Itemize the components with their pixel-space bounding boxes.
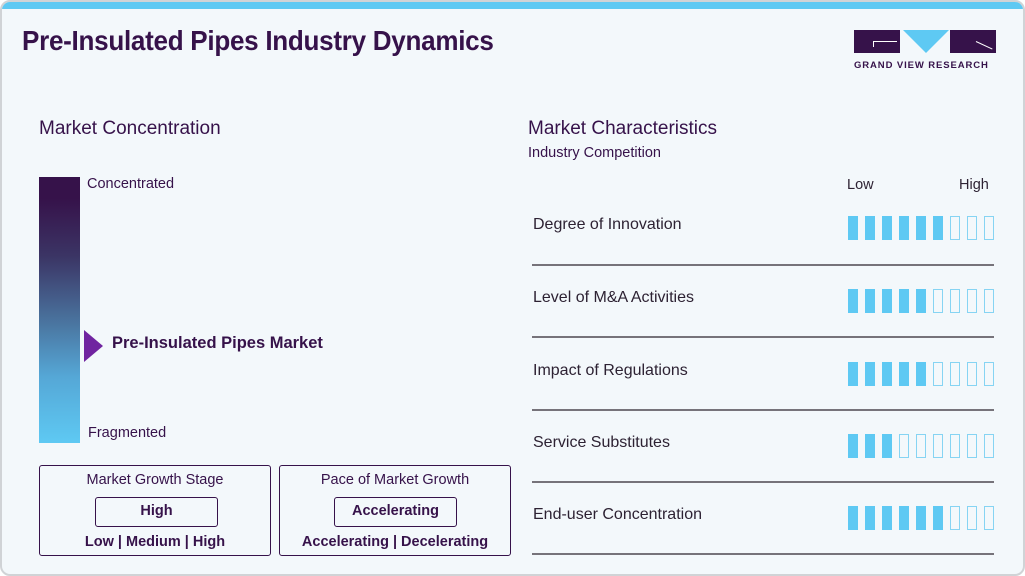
level-bar-empty-icon [950,506,960,530]
characteristic-row: End-user Concentration [532,506,994,574]
level-bar-filled-icon [882,289,892,313]
characteristic-row: Service Substitutes [532,434,994,507]
market-position-marker-icon [84,330,103,362]
row-divider [532,481,994,483]
characteristic-row: Degree of Innovation [532,216,994,289]
concentrated-label: Concentrated [87,176,175,192]
level-bar-filled-icon [916,289,926,313]
market-position-label: Pre-Insulated Pipes Market [112,334,323,352]
scale-low-label: Low [847,177,874,193]
level-meter [848,289,994,313]
level-bar-empty-icon [967,289,977,313]
logo-v-triangle-icon [903,30,949,53]
growth-pace-options: Accelerating | Decelerating [301,534,489,550]
level-bar-empty-icon [916,434,926,458]
level-bar-filled-icon [882,434,892,458]
logo-r-block-icon [950,30,996,53]
logo-text: GRAND VIEW RESEARCH [854,60,989,71]
level-bar-empty-icon [950,289,960,313]
level-bar-filled-icon [865,362,875,386]
growth-stage-value: High [95,497,218,527]
level-meter [848,216,994,240]
fragmented-label: Fragmented [88,425,167,441]
level-bar-empty-icon [984,434,994,458]
market-concentration-title: Market Concentration [39,118,221,139]
level-bar-empty-icon [933,434,943,458]
growth-stage-title: Market Growth Stage [86,472,224,488]
characteristic-row: Impact of Regulations [532,362,994,435]
level-bar-filled-icon [865,289,875,313]
characteristic-label: Impact of Regulations [533,362,688,379]
concentration-gradient-scale [39,177,80,443]
accent-top-bar [2,2,1023,9]
level-bar-filled-icon [865,434,875,458]
logo-g-block-icon [854,30,900,53]
level-bar-empty-icon [967,434,977,458]
level-bar-empty-icon [899,434,909,458]
level-bar-empty-icon [984,216,994,240]
level-bar-filled-icon [899,362,909,386]
row-divider [532,264,994,266]
industry-competition-subtitle: Industry Competition [528,145,661,161]
brand-logo: GRAND VIEW RESEARCH [854,30,996,74]
level-bar-empty-icon [967,216,977,240]
row-divider [532,553,994,555]
market-characteristics-title: Market Characteristics [528,118,717,139]
level-bar-filled-icon [916,362,926,386]
level-meter [848,506,994,530]
level-bar-filled-icon [899,289,909,313]
characteristic-label: Degree of Innovation [533,216,682,233]
characteristic-label: End-user Concentration [533,506,702,523]
level-bar-filled-icon [848,434,858,458]
level-bar-empty-icon [933,362,943,386]
level-bar-empty-icon [984,506,994,530]
level-bar-empty-icon [950,216,960,240]
level-bar-filled-icon [882,216,892,240]
level-bar-filled-icon [865,216,875,240]
level-bar-empty-icon [967,362,977,386]
level-bar-filled-icon [916,216,926,240]
scale-high-label: High [959,177,989,193]
level-bar-empty-icon [984,362,994,386]
level-bar-filled-icon [899,216,909,240]
characteristic-label: Level of M&A Activities [533,289,694,306]
level-meter [848,362,994,386]
level-bar-empty-icon [933,289,943,313]
growth-pace-value: Accelerating [334,497,457,527]
pace-of-growth-box: Pace of Market Growth Accelerating Accel… [279,465,511,556]
level-meter [848,434,994,458]
level-bar-empty-icon [967,506,977,530]
level-bar-filled-icon [848,216,858,240]
level-bar-filled-icon [882,506,892,530]
level-bar-filled-icon [848,362,858,386]
level-bar-empty-icon [984,289,994,313]
level-bar-filled-icon [848,506,858,530]
page-title: Pre-Insulated Pipes Industry Dynamics [22,25,494,56]
growth-pace-title: Pace of Market Growth [320,472,470,488]
market-growth-stage-box: Market Growth Stage High Low | Medium | … [39,465,271,556]
level-bar-filled-icon [848,289,858,313]
characteristic-row: Level of M&A Activities [532,289,994,362]
row-divider [532,409,994,411]
characteristic-label: Service Substitutes [533,434,670,451]
level-bar-filled-icon [899,506,909,530]
level-bar-empty-icon [950,434,960,458]
level-bar-filled-icon [933,216,943,240]
level-bar-empty-icon [950,362,960,386]
row-divider [532,336,994,338]
level-bar-filled-icon [882,362,892,386]
level-bar-filled-icon [865,506,875,530]
level-bar-filled-icon [916,506,926,530]
level-bar-filled-icon [933,506,943,530]
growth-stage-options: Low | Medium | High [84,534,226,550]
